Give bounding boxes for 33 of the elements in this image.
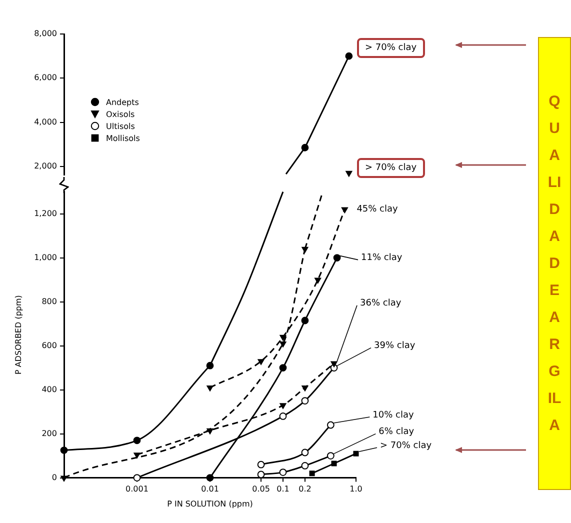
y-tick-label: 6,000 [34,73,57,82]
y-tick-label: 400 [42,384,57,394]
y-tick-label: 1,200 [34,208,57,218]
legend-label: Andepts [106,98,139,106]
text: QUALIDADE ARGILA [548,93,562,434]
x-tick-label: 0.05 [252,484,270,494]
legend-label: Oxisols [106,110,135,118]
y-tick-label: 4,000 [34,117,57,126]
x-tick-label: 0.01 [201,484,219,494]
annotation: 10% clay [372,410,415,420]
legend-label: Mollisols [106,134,140,142]
y-axis-title: P ADSORBED (ppm) [14,295,23,374]
annotation: 45% clay [356,204,399,215]
annotation: > 70% clay [380,440,432,451]
y-tick-label: 200 [42,428,57,438]
y-tick-label: 8,000 [34,29,57,38]
annotation: 39% clay [374,341,416,352]
annotation: 11% clay [361,253,403,264]
y-tick-label: 800 [42,296,57,306]
annotation: 6% clay [378,427,415,438]
x-tick-label: 0.1 [276,484,290,494]
x-axis-title: P IN SOLUTION (ppm) [167,499,253,508]
y-tick-label: 2,000 [34,161,57,170]
y-tick-label: 1,000 [34,252,57,262]
x-tick-label: 1.0 [350,484,362,494]
text: > 70% clay [357,158,425,178]
annotation: 36% clay [360,298,402,309]
legend-label: Ultisols [106,122,135,130]
y-tick-label: 0 [52,472,57,482]
x-tick-label: 0.001 [126,484,148,494]
y-tick-label: 600 [42,340,57,350]
x-tick-label: 0.2 [298,484,312,494]
text: > 70% clay [357,38,425,58]
